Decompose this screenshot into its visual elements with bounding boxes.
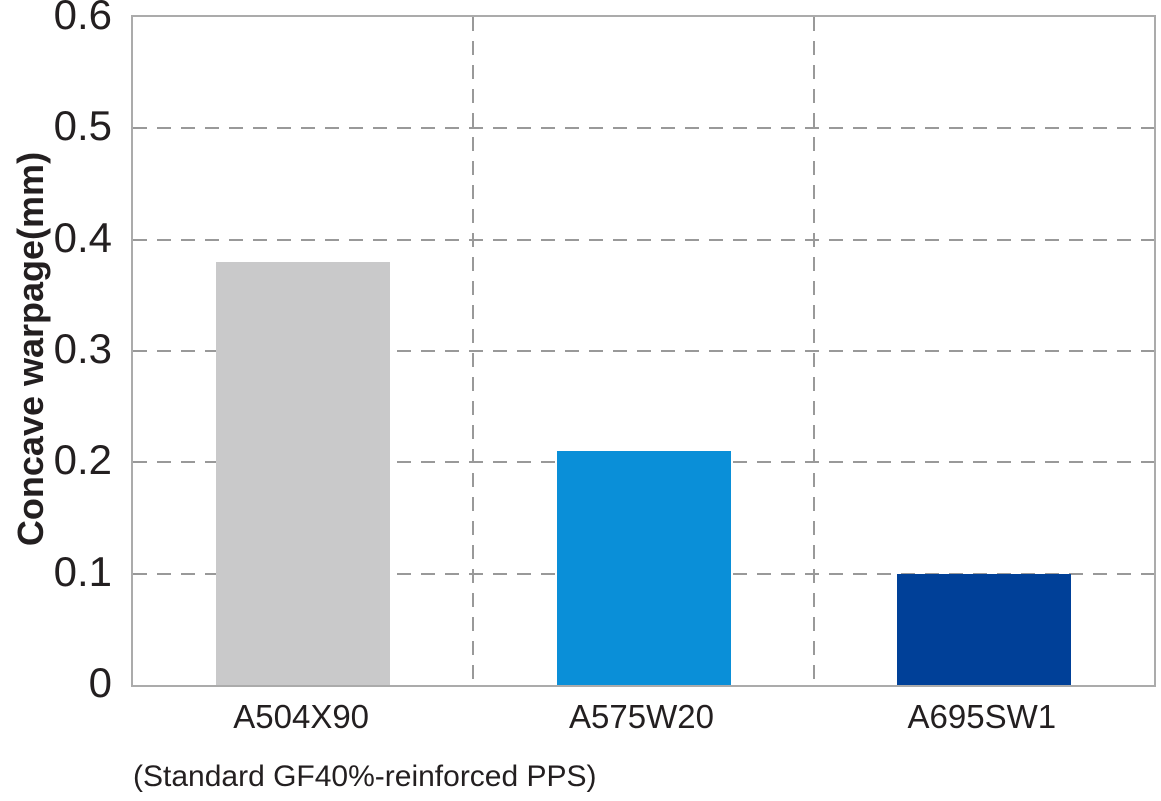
x-category-label: A695SW1: [907, 698, 1057, 735]
y-tick-label: 0.1: [53, 547, 112, 595]
gridline-v: [812, 17, 815, 685]
bar-a575w20: [556, 451, 731, 685]
bar-a504x90: [216, 261, 391, 685]
x-category-label: A504X90: [233, 698, 370, 735]
gridline-v: [472, 17, 475, 685]
y-tick-label: 0.2: [53, 436, 112, 484]
plot-area: [131, 15, 1156, 687]
y-tick-label: 0.5: [53, 102, 112, 150]
gridline-h: [133, 350, 1154, 352]
x-category-label: A575W20: [569, 698, 714, 735]
bar-a695sw1: [896, 573, 1071, 685]
chart-note: (Standard GF40%-reinforced PPS): [133, 760, 597, 793]
y-tick-label: 0: [88, 659, 112, 706]
y-tick-label: 0.6: [53, 0, 112, 38]
y-tick-label: 0.4: [53, 213, 112, 261]
gridline-h: [133, 238, 1154, 241]
gridline-h: [133, 127, 1154, 130]
y-tick-label: 0.3: [53, 325, 112, 372]
